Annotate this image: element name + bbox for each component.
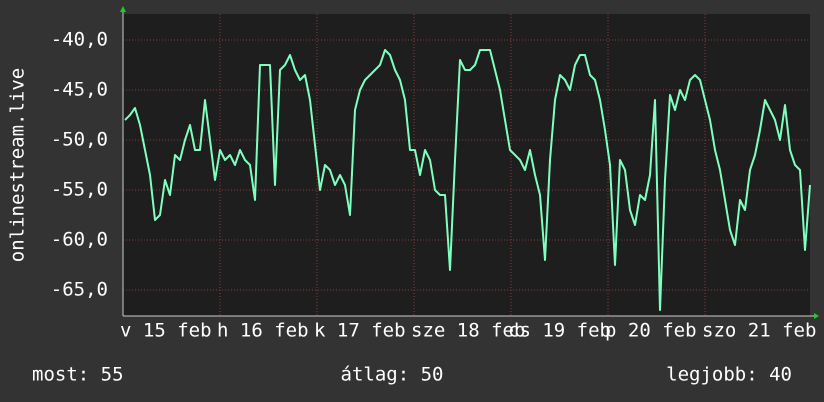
x-tick-label: sze 18 feb	[411, 320, 525, 342]
x-tick-label: v 15 feb	[120, 320, 212, 342]
y-tick-label: -45,0	[51, 79, 108, 101]
x-tick-label: szo 21 feb	[702, 320, 816, 342]
x-tick-label: p 20 feb	[605, 320, 697, 342]
data-line	[124, 49, 811, 311]
x-tick-label: cs 19 feb	[508, 320, 611, 342]
y-tick-label: -40,0	[51, 29, 108, 51]
y-tick-label: -60,0	[51, 229, 108, 251]
y-tick-label: -65,0	[51, 279, 108, 301]
x-tick-label: k 17 feb	[314, 320, 406, 342]
x-tick-label: h 16 feb	[217, 320, 309, 342]
y-tick-label: -55,0	[51, 179, 108, 201]
x-axis-arrow	[814, 313, 819, 319]
plot-area	[123, 14, 810, 316]
y-axis-label: onlinestream.live	[7, 68, 29, 262]
y-tick-label: -50,0	[51, 129, 108, 151]
footer-current: most: 55	[32, 364, 124, 386]
y-axis-arrow	[120, 6, 126, 12]
footer-average: átlag: 50	[341, 364, 444, 386]
footer-max: legjobb: 40	[666, 364, 792, 386]
